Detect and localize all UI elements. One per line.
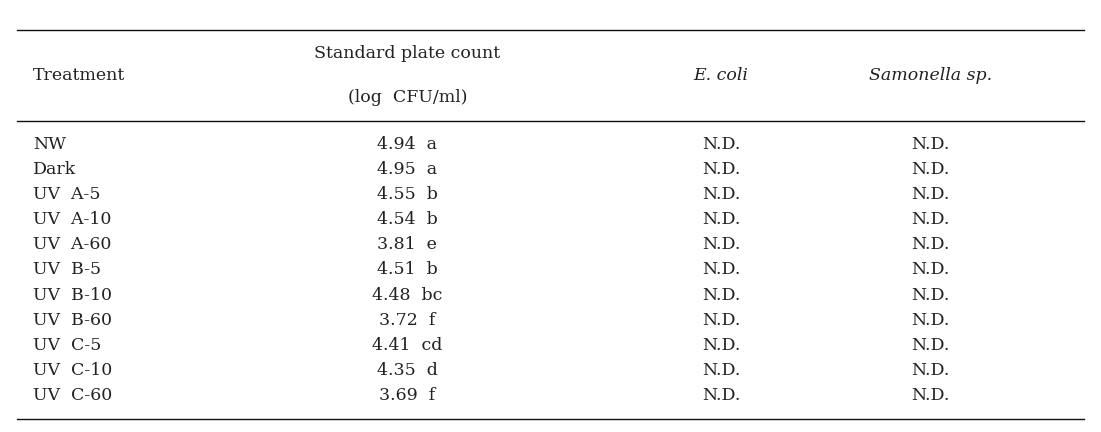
Text: N.D.: N.D. — [912, 136, 949, 153]
Text: N.D.: N.D. — [702, 186, 740, 203]
Text: 4.55  b: 4.55 b — [377, 186, 438, 203]
Text: Treatment: Treatment — [33, 67, 126, 84]
Text: N.D.: N.D. — [702, 136, 740, 153]
Text: 3.81  e: 3.81 e — [378, 236, 437, 254]
Text: 4.51  b: 4.51 b — [377, 261, 438, 279]
Text: N.D.: N.D. — [702, 261, 740, 279]
Text: UV  C-60: UV C-60 — [33, 387, 112, 404]
Text: N.D.: N.D. — [702, 161, 740, 178]
Text: N.D.: N.D. — [912, 236, 949, 254]
Text: UV  B-5: UV B-5 — [33, 261, 101, 279]
Text: Samonella sp.: Samonella sp. — [869, 67, 992, 84]
Text: N.D.: N.D. — [702, 236, 740, 254]
Text: N.D.: N.D. — [912, 387, 949, 404]
Text: N.D.: N.D. — [702, 387, 740, 404]
Text: 4.54  b: 4.54 b — [377, 211, 438, 229]
Text: UV  B-10: UV B-10 — [33, 286, 112, 304]
Text: UV  C-5: UV C-5 — [33, 337, 101, 354]
Text: 4.94  a: 4.94 a — [378, 136, 437, 153]
Text: NW: NW — [33, 136, 66, 153]
Text: N.D.: N.D. — [702, 286, 740, 304]
Text: N.D.: N.D. — [912, 362, 949, 379]
Text: N.D.: N.D. — [912, 186, 949, 203]
Text: (log  CFU/ml): (log CFU/ml) — [348, 89, 467, 106]
Text: N.D.: N.D. — [702, 311, 740, 329]
Text: UV  C-10: UV C-10 — [33, 362, 112, 379]
Text: N.D.: N.D. — [912, 311, 949, 329]
Text: 3.69  f: 3.69 f — [379, 387, 436, 404]
Text: 4.41  cd: 4.41 cd — [372, 337, 443, 354]
Text: N.D.: N.D. — [912, 161, 949, 178]
Text: Standard plate count: Standard plate count — [314, 45, 501, 63]
Text: N.D.: N.D. — [912, 337, 949, 354]
Text: 3.72  f: 3.72 f — [379, 311, 436, 329]
Text: N.D.: N.D. — [702, 211, 740, 229]
Text: UV  A-5: UV A-5 — [33, 186, 100, 203]
Text: UV  A-60: UV A-60 — [33, 236, 111, 254]
Text: 4.35  d: 4.35 d — [377, 362, 438, 379]
Text: 4.48  bc: 4.48 bc — [372, 286, 443, 304]
Text: E. coli: E. coli — [694, 67, 749, 84]
Text: 4.95  a: 4.95 a — [378, 161, 437, 178]
Text: N.D.: N.D. — [912, 261, 949, 279]
Text: UV  A-10: UV A-10 — [33, 211, 111, 229]
Text: UV  B-60: UV B-60 — [33, 311, 112, 329]
Text: N.D.: N.D. — [912, 286, 949, 304]
Text: N.D.: N.D. — [702, 362, 740, 379]
Text: N.D.: N.D. — [912, 211, 949, 229]
Text: Dark: Dark — [33, 161, 76, 178]
Text: N.D.: N.D. — [702, 337, 740, 354]
